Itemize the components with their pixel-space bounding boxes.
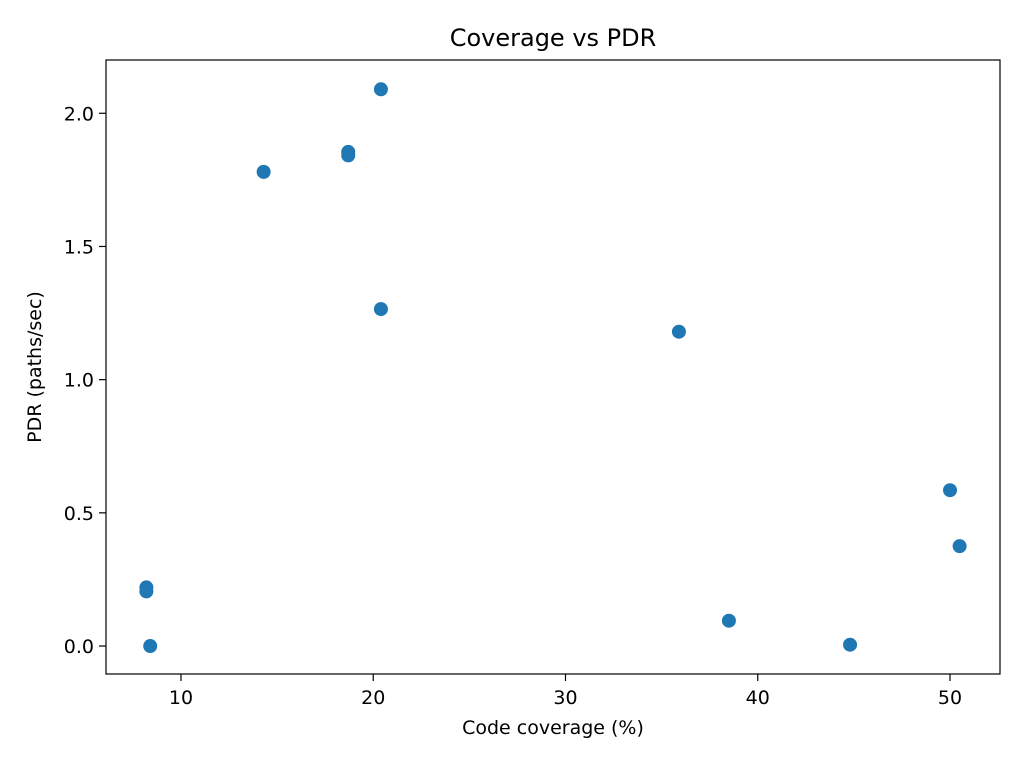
- data-point: [373, 82, 388, 97]
- y-tick-label: 0.0: [64, 636, 94, 658]
- y-tick-label: 1.0: [64, 370, 94, 392]
- y-tick-label: 1.5: [64, 236, 94, 258]
- data-point: [341, 148, 356, 163]
- data-point: [143, 639, 158, 654]
- x-tick-label: 20: [361, 687, 385, 709]
- data-point: [256, 164, 271, 179]
- data-point: [943, 483, 958, 498]
- x-axis-ticks: 10 20 30 40 50: [169, 674, 962, 709]
- data-point: [721, 613, 736, 628]
- x-tick-label: 40: [746, 687, 770, 709]
- data-point: [843, 637, 858, 652]
- y-tick-label: 2.0: [64, 103, 94, 125]
- x-tick-label: 10: [169, 687, 193, 709]
- plot-area-frame: [105, 59, 1001, 675]
- y-axis-label: PDR (paths/sec): [24, 291, 46, 443]
- data-points: [139, 82, 967, 654]
- data-point: [671, 324, 686, 339]
- y-tick-label: 0.5: [64, 503, 94, 525]
- x-tick-label: 50: [938, 687, 962, 709]
- x-tick-label: 30: [553, 687, 577, 709]
- x-axis-label: Code coverage (%): [462, 717, 644, 739]
- data-point: [373, 302, 388, 317]
- chart-title: Coverage vs PDR: [450, 24, 657, 52]
- data-point: [139, 584, 154, 599]
- data-point: [952, 539, 967, 554]
- y-axis-ticks: 0.0 0.5 1.0 1.5 2.0: [64, 103, 106, 658]
